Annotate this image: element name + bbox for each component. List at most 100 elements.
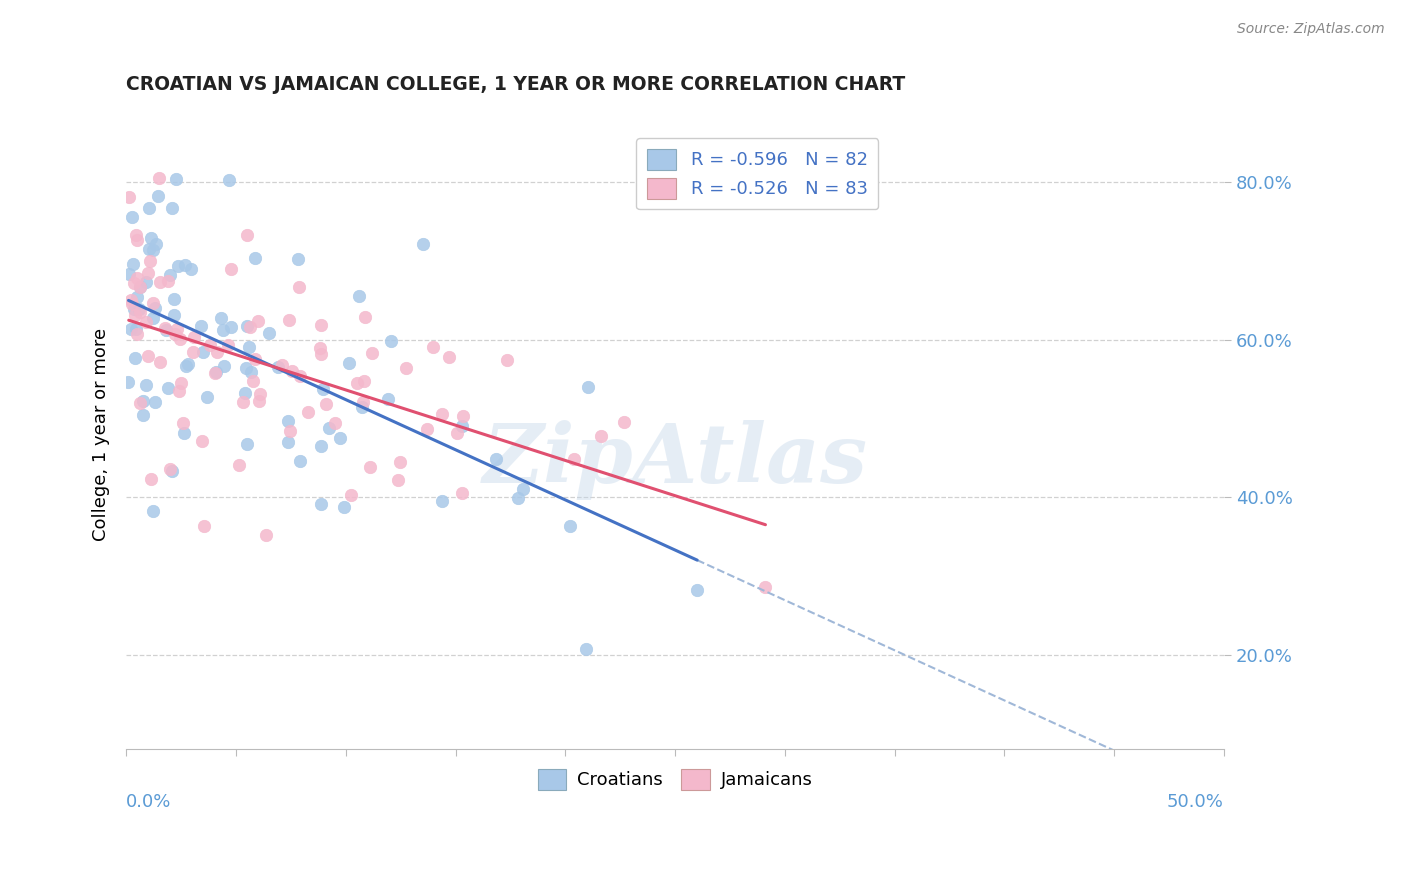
Point xyxy=(169,376,191,390)
Point xyxy=(125,322,148,336)
Point xyxy=(125,228,148,243)
Point xyxy=(388,455,411,469)
Point xyxy=(128,305,150,319)
Point xyxy=(360,346,382,360)
Point xyxy=(135,275,157,289)
Point xyxy=(172,416,194,430)
Point xyxy=(212,323,235,337)
Point xyxy=(333,500,356,515)
Point xyxy=(190,319,212,334)
Point xyxy=(145,301,167,316)
Point xyxy=(280,364,302,378)
Point xyxy=(214,359,236,374)
Legend: Croatians, Jamaicans: Croatians, Jamaicans xyxy=(530,762,820,797)
Point xyxy=(128,396,150,410)
Point xyxy=(166,322,188,336)
Point xyxy=(122,302,145,317)
Point xyxy=(153,321,176,335)
Point xyxy=(148,170,170,185)
Point xyxy=(138,242,160,256)
Point xyxy=(235,437,257,451)
Point xyxy=(173,258,195,272)
Point xyxy=(165,326,187,341)
Point xyxy=(142,504,165,518)
Point xyxy=(120,293,142,308)
Point xyxy=(163,292,186,306)
Point xyxy=(315,397,337,411)
Point xyxy=(127,233,149,247)
Point xyxy=(141,472,163,486)
Point xyxy=(589,429,612,443)
Point xyxy=(169,384,191,398)
Point xyxy=(142,311,165,326)
Text: CROATIAN VS JAMAICAN COLLEGE, 1 YEAR OR MORE CORRELATION CHART: CROATIAN VS JAMAICAN COLLEGE, 1 YEAR OR … xyxy=(127,75,905,95)
Point xyxy=(496,353,519,368)
Point xyxy=(506,491,529,505)
Point xyxy=(139,253,162,268)
Point xyxy=(219,262,242,277)
Point xyxy=(325,416,347,430)
Point xyxy=(127,326,149,341)
Point xyxy=(118,190,141,204)
Point xyxy=(136,349,159,363)
Point xyxy=(217,338,239,352)
Point xyxy=(173,425,195,440)
Point xyxy=(165,172,187,186)
Point xyxy=(128,279,150,293)
Point xyxy=(277,434,299,449)
Point xyxy=(191,345,214,359)
Point xyxy=(155,323,177,337)
Point xyxy=(124,276,146,290)
Point xyxy=(754,580,776,594)
Point xyxy=(149,276,172,290)
Point xyxy=(380,334,402,348)
Point xyxy=(142,243,165,257)
Point xyxy=(209,310,232,325)
Point xyxy=(156,381,179,395)
Point xyxy=(121,210,143,224)
Point xyxy=(287,252,309,266)
Point xyxy=(277,414,299,428)
Point xyxy=(347,289,370,303)
Point xyxy=(125,271,148,285)
Point xyxy=(131,394,153,409)
Point xyxy=(512,482,534,496)
Point xyxy=(387,473,409,487)
Point xyxy=(297,404,319,418)
Point xyxy=(245,352,267,367)
Point xyxy=(575,641,598,656)
Point xyxy=(437,351,460,365)
Point xyxy=(318,421,340,435)
Point xyxy=(309,497,332,511)
Point xyxy=(138,266,160,280)
Point xyxy=(156,274,179,288)
Point xyxy=(249,387,271,401)
Point xyxy=(239,319,262,334)
Point xyxy=(288,279,311,293)
Point xyxy=(247,393,270,408)
Point xyxy=(308,341,330,355)
Point xyxy=(329,431,352,445)
Point xyxy=(236,319,259,334)
Point xyxy=(180,262,202,277)
Point xyxy=(121,296,143,310)
Point xyxy=(118,268,141,282)
Point xyxy=(309,318,332,332)
Point xyxy=(239,365,262,379)
Point xyxy=(121,257,143,271)
Point xyxy=(139,231,162,245)
Point xyxy=(309,347,332,361)
Point xyxy=(337,356,360,370)
Point xyxy=(128,279,150,293)
Point xyxy=(138,201,160,215)
Point xyxy=(160,464,183,478)
Point xyxy=(159,268,181,282)
Point xyxy=(143,395,166,409)
Point xyxy=(451,486,474,500)
Point xyxy=(233,385,256,400)
Point xyxy=(191,434,214,448)
Point xyxy=(309,439,332,453)
Point xyxy=(446,425,468,440)
Point xyxy=(124,308,146,322)
Point xyxy=(560,519,582,533)
